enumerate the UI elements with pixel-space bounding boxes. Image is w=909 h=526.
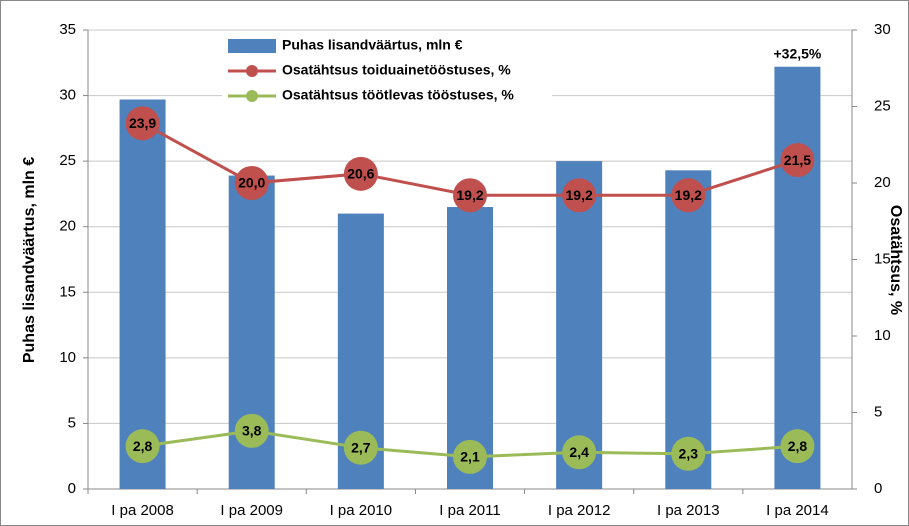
y-axis-label: Puhas lisandväärtus, mln € [21,157,38,363]
value-label: 2,3 [679,446,699,462]
marker [453,178,487,213]
marker [343,430,378,465]
y-tick-label: 5 [68,414,76,431]
legend-label: Osatähtsus töötlevas tööstuses, % [282,87,514,103]
value-label: 23,9 [129,115,156,131]
bar [556,161,603,489]
y-tick-label: 35 [59,21,76,38]
value-label: 2,4 [569,444,589,460]
value-label: 20,0 [238,175,265,191]
marker [780,143,815,178]
x-tick-label: I pa 2008 [111,502,174,519]
value-label: 2,7 [351,439,371,455]
x-tick-label: I pa 2013 [657,502,720,519]
marker [562,178,597,213]
value-label: 19,2 [566,187,593,203]
marker [125,429,160,464]
x-tick-label: I pa 2010 [330,502,393,519]
marker [562,435,597,470]
y-tick-label: 25 [59,152,76,169]
marker [343,156,378,191]
y-tick-label: 10 [59,349,76,366]
marker [234,166,269,200]
y-tick-label: 15 [59,283,76,300]
legend-swatch [246,90,258,102]
y-tick-label: 30 [59,87,76,104]
y2-tick-label: 5 [874,403,882,420]
y-tick-label: 0 [68,480,76,497]
marker [234,413,269,448]
legend-bg [222,34,552,110]
y2-tick-label: 10 [874,327,891,344]
marker [671,436,706,471]
legend-label: Osatähtsus toiduainetööstuses, % [282,62,511,78]
legend-label: Puhas lisandväärtus, mln € [282,37,463,53]
x-tick-label: I pa 2009 [220,502,283,519]
bar [119,99,166,490]
y2-tick-label: 30 [874,21,891,38]
y2-tick-label: 20 [874,174,891,191]
marker [453,439,487,474]
x-tick-label: I pa 2012 [548,502,611,519]
y2-tick-label: 0 [874,480,882,497]
value-label: 19,2 [456,187,483,203]
y2-tick-label: 25 [874,97,891,114]
y2-axis-label: Osatähtsus, % [887,205,904,315]
bar [665,170,712,489]
x-tick-label: I pa 2014 [766,502,829,519]
value-label: 2,1 [460,449,480,465]
value-label: 3,8 [242,423,262,439]
annotation: +32,5% [773,45,821,61]
legend-swatch [228,39,276,53]
marker [125,106,160,141]
value-label: 21,5 [784,152,811,168]
bar [774,66,821,489]
x-tick-label: I pa 2011 [439,502,500,519]
marker [780,429,815,464]
value-label: 2,8 [133,438,153,454]
legend-swatch [246,65,258,77]
value-label: 2,8 [788,438,808,454]
y2-tick-label: 15 [874,250,891,267]
marker [671,178,706,213]
value-label: 19,2 [675,187,702,203]
value-label: 20,6 [347,166,374,182]
y-tick-label: 20 [59,218,76,235]
